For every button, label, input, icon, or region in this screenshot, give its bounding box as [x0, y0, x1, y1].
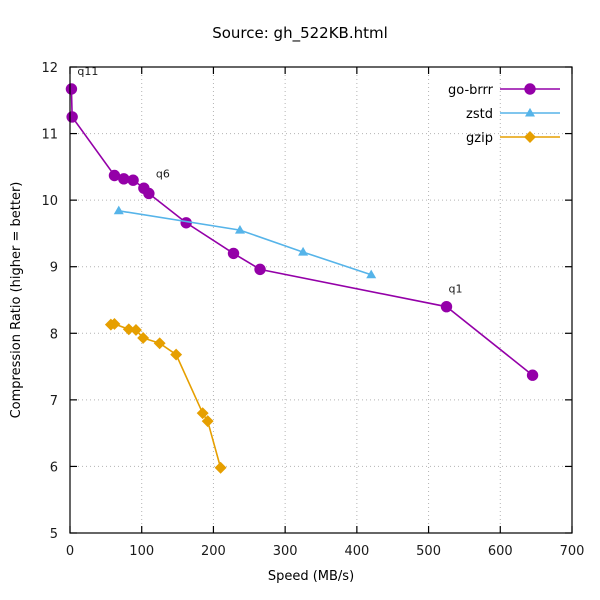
data-point-circle-icon [526, 369, 539, 381]
plot-area-background [70, 67, 572, 533]
data-point-diamond-icon [153, 337, 166, 350]
series-go-brrr [65, 83, 539, 381]
x-tick-label: 200 [201, 544, 226, 559]
x-tick-label: 0 [66, 544, 74, 559]
axis-frame [69, 66, 573, 534]
legend-marker-triangle-icon [524, 107, 536, 117]
axis-ticks: 5 6 7 8 9 10 11 12 0 100 200 300 400 500 600 700 [41, 61, 584, 559]
legend-label-gzip: gzip [466, 131, 493, 146]
data-point-triangle-icon [234, 224, 245, 234]
data-point-circle-icon [65, 83, 78, 95]
data-point-circle-icon [440, 300, 453, 313]
point-annotation-q11: q11 [77, 65, 98, 78]
data-point-diamond-icon [108, 318, 121, 330]
data-point-diamond-icon [196, 407, 209, 420]
x-tick-label: 500 [416, 544, 441, 559]
y-tick-label: 7 [50, 394, 58, 409]
y-tick-label: 6 [50, 460, 58, 475]
x-tick-label: 100 [129, 544, 154, 559]
data-point-triangle-icon [298, 246, 309, 256]
legend-label-zstd: zstd [466, 107, 493, 122]
x-tick-label: 400 [344, 544, 369, 559]
y-tick-label: 10 [41, 194, 58, 209]
data-point-circle-icon [127, 174, 139, 186]
legend-marker-diamond-icon [524, 131, 536, 143]
x-tick-label: 300 [273, 544, 298, 559]
data-point-diamond-icon [201, 415, 214, 428]
y-tick-label: 9 [50, 261, 58, 276]
legend-marker-circle-icon [524, 83, 536, 95]
point-annotations: q11 q6 q1 [77, 65, 462, 296]
y-tick-label: 5 [50, 527, 58, 542]
y-tick-label: 8 [50, 327, 58, 342]
data-point-diamond-icon [214, 461, 227, 474]
data-point-circle-icon [254, 263, 266, 276]
data-point-circle-icon [66, 111, 78, 123]
data-point-triangle-icon [113, 205, 124, 215]
data-point-triangle-icon [366, 269, 377, 279]
data-point-circle-icon [118, 173, 130, 185]
legend-item-zstd[interactable]: zstd [466, 107, 560, 122]
series-line [110, 323, 222, 468]
series-line [118, 209, 372, 276]
data-point-diamond-icon [137, 331, 150, 344]
data-point-diamond-icon [170, 348, 183, 361]
x-tick-label: 700 [560, 544, 585, 559]
legend-item-go-brrr[interactable]: go-brrr [448, 83, 560, 98]
chart-title: Source: gh_522KB.html [212, 24, 388, 43]
grid-lines [70, 67, 572, 533]
x-axis-label: Speed (MB/s) [268, 569, 354, 584]
point-annotation-q6: q6 [156, 167, 170, 180]
data-point-diamond-icon [130, 324, 142, 336]
data-point-diamond-icon [122, 323, 135, 336]
data-point-circle-icon [227, 247, 240, 260]
legend-item-gzip[interactable]: gzip [466, 131, 560, 146]
point-annotation-q1: q1 [449, 283, 463, 296]
chart-legend: go-brrr zstd gzip [448, 83, 560, 146]
series-zstd [113, 205, 377, 279]
series-gzip [104, 318, 227, 474]
y-axis-label: Compression Ratio (higher = better) [9, 182, 24, 419]
y-tick-label: 11 [41, 128, 58, 143]
x-tick-label: 600 [488, 544, 513, 559]
legend-label-go-brrr: go-brrr [448, 83, 494, 98]
y-tick-label: 12 [41, 61, 58, 76]
data-point-circle-icon [143, 187, 155, 200]
